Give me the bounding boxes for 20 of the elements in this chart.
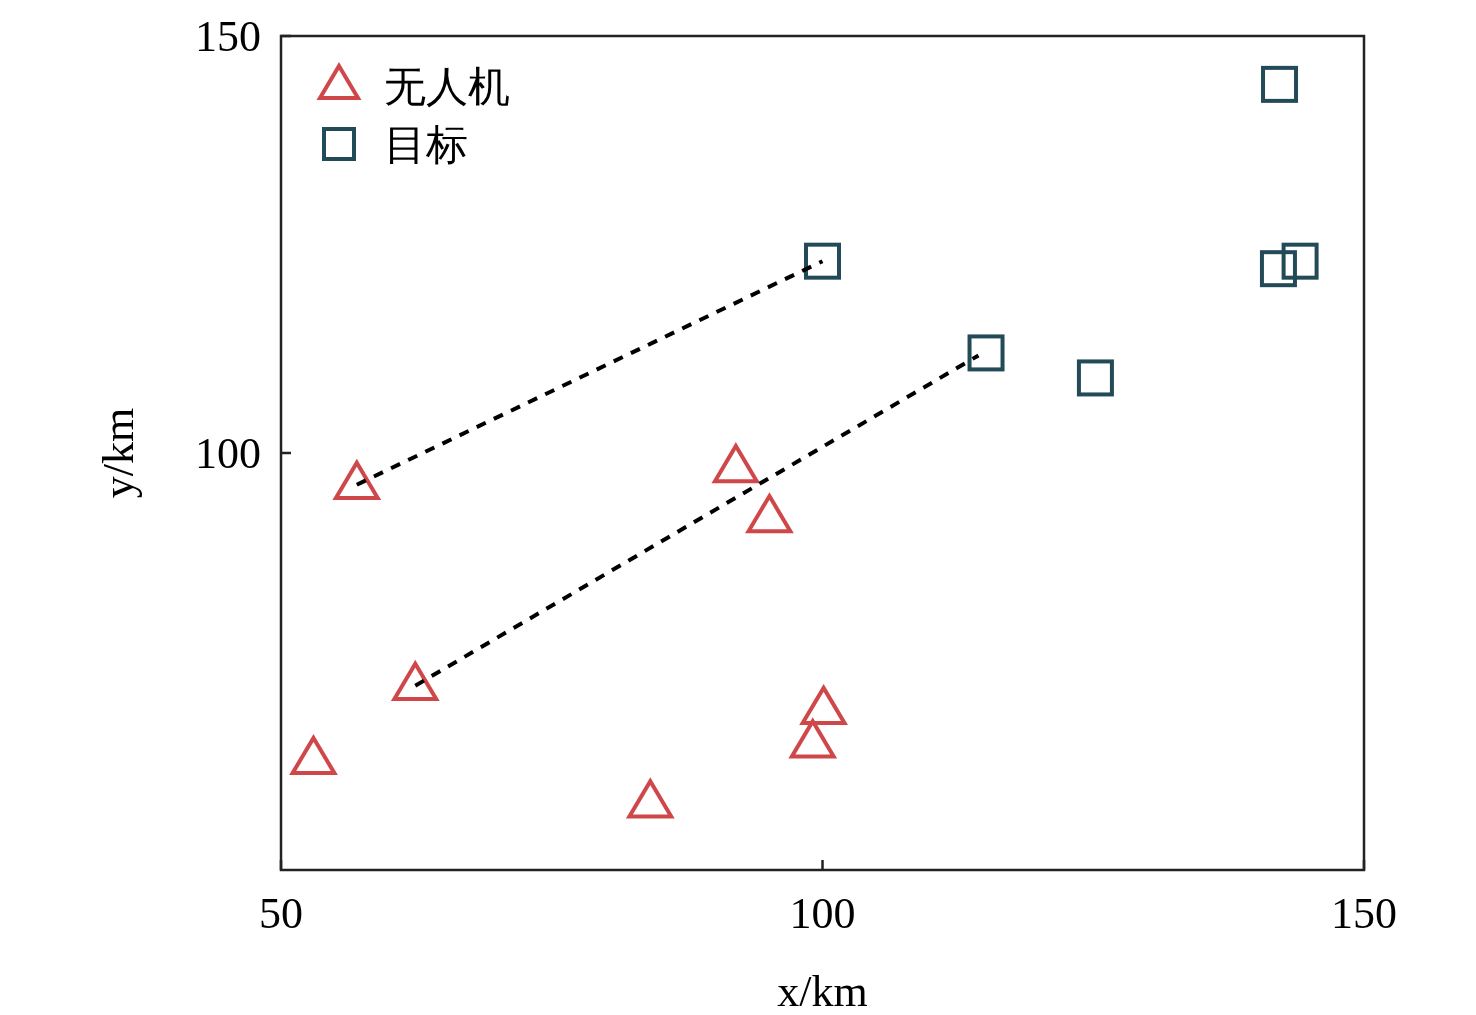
x-tick-label: 50 [259,889,303,938]
point [746,494,793,534]
point [967,334,1005,372]
point [1261,65,1299,103]
y-axis-title: y/km [94,407,143,499]
point [290,735,337,776]
point [1259,250,1297,288]
point [800,685,847,726]
x-tick-label: 100 [789,889,856,938]
x-tick-label: 150 [1331,889,1397,938]
point [1281,242,1319,280]
x-axis-title: x/km [777,967,868,1015]
point [789,719,836,759]
legend-label: 目标 [384,120,468,169]
point [391,659,440,701]
point [1076,359,1114,397]
point [804,242,841,280]
point [627,779,674,819]
point [712,444,759,484]
legend-label: 无人机 [384,62,510,111]
